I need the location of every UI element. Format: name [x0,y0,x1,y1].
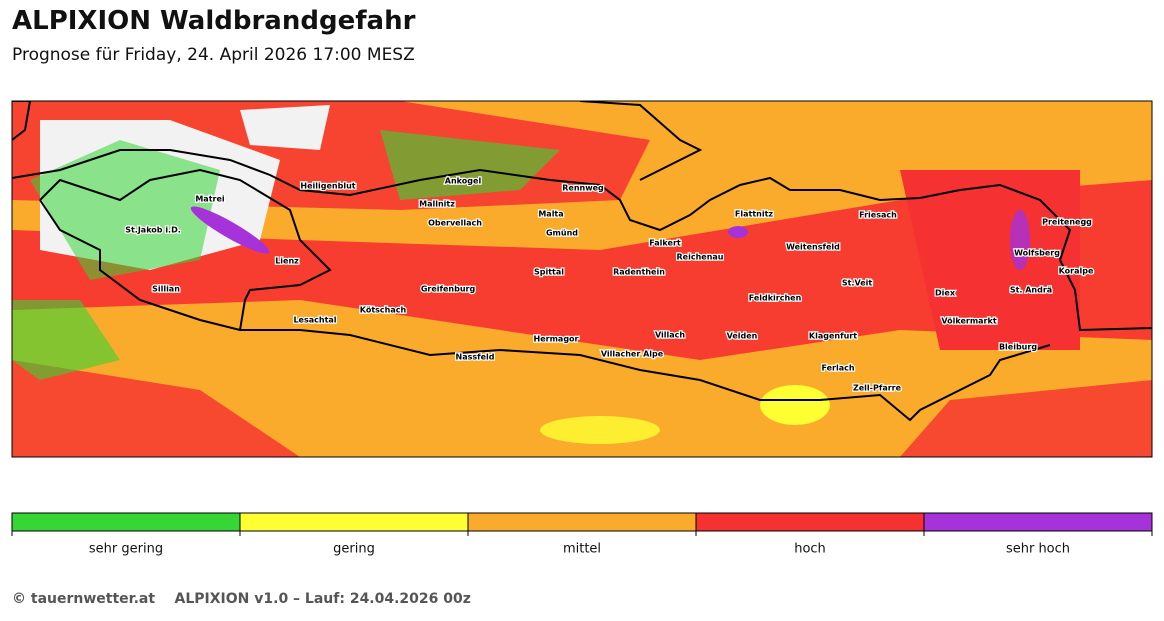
legend-swatch [240,513,468,531]
legend-label: mittel [563,542,601,557]
place-label: Spittal [534,268,564,277]
legend-swatch [696,513,924,531]
place-label: Mallnitz [419,200,455,209]
legend-label: gering [333,542,375,557]
legend-label: hoch [794,542,826,557]
place-label: Preitenegg [1042,218,1092,227]
place-label: Reichenau [677,253,724,262]
place-label: Rennweg [562,184,604,193]
place-label: Sillian [152,285,180,294]
place-label: Klagenfurt [809,332,857,341]
place-label: Weitensfeld [786,243,840,252]
place-label: Falkert [649,239,681,248]
title: ALPIXION Waldbrandgefahr [12,6,416,36]
footer: © tauernwetter.at ALPIXION v1.0 – Lauf: … [12,591,471,607]
place-label: St.Veit [842,279,873,288]
place-label: Feldkirchen [749,294,802,303]
place-label: St. Andrä [1010,286,1052,295]
hazard-map [12,101,1152,457]
place-label: Wolfsberg [1014,249,1060,258]
subtitle: Prognose für Friday, 24. April 2026 17:0… [12,45,415,65]
place-label: Ankogel [445,177,482,186]
place-label: Flattnitz [735,210,774,219]
legend-label: sehr hoch [1006,542,1070,557]
place-label: Villacher Alpe [601,350,664,359]
place-label: Heiligenblut [300,182,355,191]
place-label: Hermagor [534,335,579,344]
place-label: St.Jakob i.D. [125,226,181,235]
place-label: Nassfeld [456,353,495,362]
place-label: Greifenburg [421,285,476,294]
legend-swatch [12,513,240,531]
place-label: Bleiburg [999,343,1037,352]
place-label: Kötschach [360,306,407,315]
model-run: ALPIXION v1.0 – Lauf: 24.04.2026 00z [174,591,471,607]
place-label: Völkermarkt [941,317,996,326]
legend-swatch [924,513,1152,531]
copyright: © tauernwetter.at [12,591,156,607]
place-label: Gmünd [546,229,578,238]
legend-label: sehr gering [89,542,163,557]
place-label: Lesachtal [293,316,336,325]
map-frame [11,100,1153,458]
place-label: Diex [935,289,956,298]
place-label: Zell-Pfarre [853,384,902,393]
place-label: Villach [655,331,685,340]
place-label: Lienz [275,257,299,266]
place-labels: Heiligenblut Ankogel Rennweg Matrei Mallnitz… [124,175,1095,393]
place-label: Ferlach [821,364,854,373]
place-label: Friesach [859,211,897,220]
place-label: Malta [538,210,563,219]
place-label: Matrei [195,195,225,204]
place-label: Koralpe [1059,267,1094,276]
legend: sehr gering gering mittel hoch sehr hoch [11,512,1153,557]
place-label: Velden [727,332,758,341]
place-label: Obervellach [428,219,482,228]
legend-swatch [468,513,696,531]
legend-frame [11,512,1153,532]
place-label: Radenthein [613,268,665,277]
